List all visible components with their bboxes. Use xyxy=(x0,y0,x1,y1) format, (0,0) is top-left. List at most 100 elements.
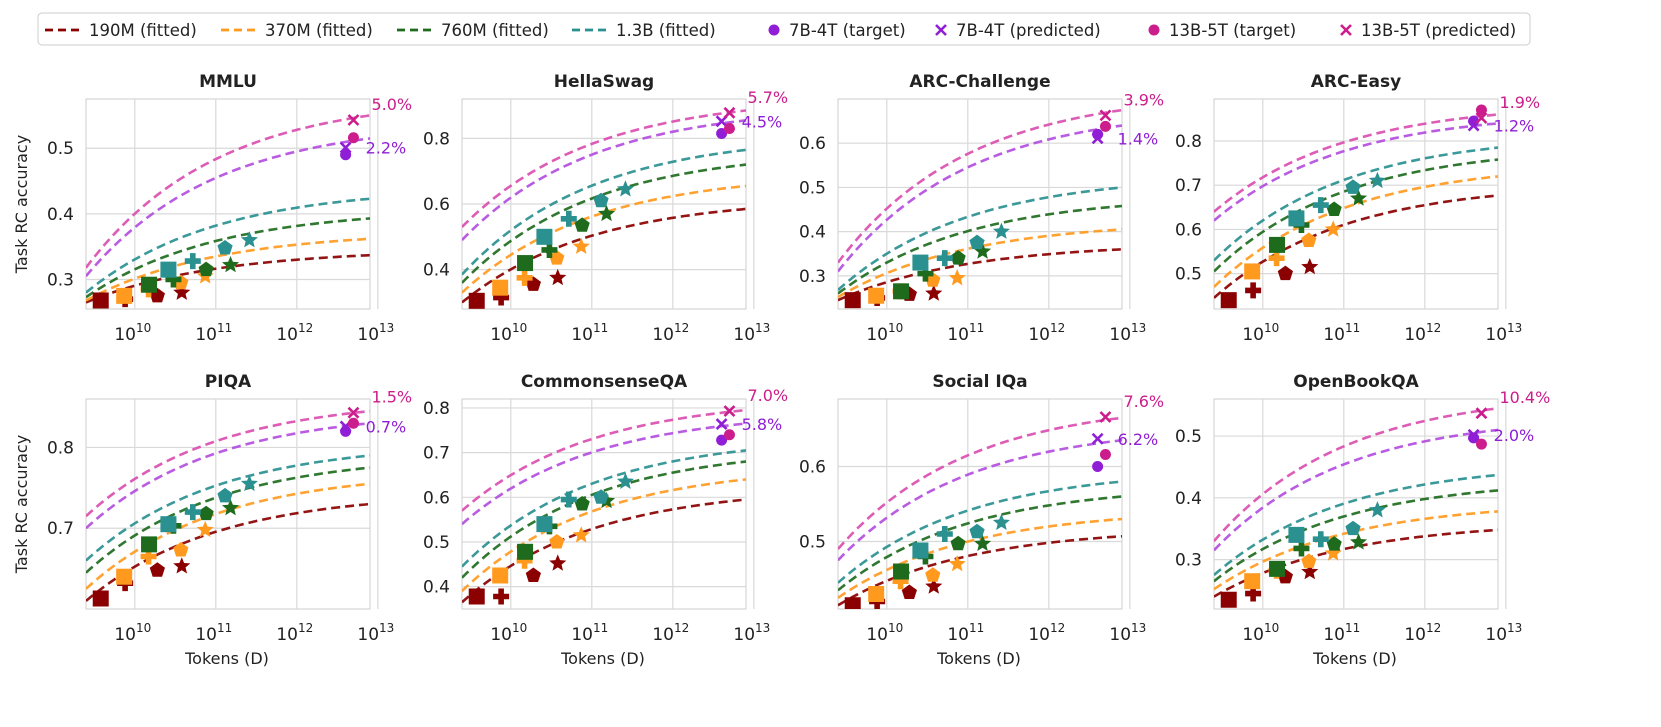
point-370m xyxy=(1244,573,1261,590)
point-760m xyxy=(1293,540,1310,557)
fit-curve-760m xyxy=(1214,489,1498,583)
x-tick-label: 1013 xyxy=(1109,321,1146,345)
point-1.3b xyxy=(616,180,634,197)
x-tick-label: 1012 xyxy=(652,621,689,645)
point-190m xyxy=(549,554,567,571)
legend-swatch xyxy=(1148,24,1160,36)
point-190m xyxy=(1245,585,1262,602)
x-tick-label: 1012 xyxy=(276,621,313,645)
plot-area xyxy=(86,114,370,309)
y-axis-label: Task RC accuracy xyxy=(12,435,31,574)
point-1.3b xyxy=(560,491,577,508)
point-190m xyxy=(1301,258,1319,275)
panel-social-iqa: 1010 1011 1012 1013 0.5 0.6 Social IQa Tokens (… xyxy=(799,372,1164,668)
legend-label: 370M (fitted) xyxy=(265,21,373,40)
y-tick-label: 0.4 xyxy=(47,205,74,225)
point-370m xyxy=(1268,250,1285,267)
fit-curve-7b xyxy=(1214,428,1498,552)
point-1.3b xyxy=(536,516,553,533)
point-1.3b xyxy=(1368,171,1386,189)
point-190m xyxy=(493,588,510,605)
target-13b xyxy=(1099,120,1111,132)
error-label-13b: 1.5% xyxy=(371,388,412,407)
target-13b xyxy=(723,429,735,441)
point-1.3b xyxy=(992,222,1010,239)
fit-curve-370m xyxy=(838,517,1122,599)
point-760m xyxy=(141,276,158,293)
x-axis-label: Tokens (D) xyxy=(184,649,269,668)
x-tick-label: 1013 xyxy=(733,321,770,345)
fit-curve-190m xyxy=(462,498,746,604)
legend-label: 13B-5T (predicted) xyxy=(1361,21,1516,40)
point-1.3b xyxy=(240,231,258,248)
error-label-7b: 6.2% xyxy=(1118,430,1159,449)
point-190m xyxy=(493,289,510,306)
y-tick-label: 0.5 xyxy=(799,533,826,553)
legend: 190M (fitted) 370M (fitted) 760M (fitted) 1… xyxy=(37,12,1531,46)
panel-frame xyxy=(85,398,371,610)
y-tick-label: 0.5 xyxy=(799,178,826,198)
error-label-13b: 1.9% xyxy=(1499,93,1540,112)
fit-curve-7b xyxy=(86,421,370,530)
point-190m xyxy=(92,590,109,607)
error-label-7b: 2.2% xyxy=(366,139,407,158)
x-tick-label: 1013 xyxy=(357,621,394,645)
legend-item-13bt: 13B-5T (target) xyxy=(1148,21,1296,40)
y-tick-label: 0.7 xyxy=(1175,176,1202,196)
fit-curve-190m xyxy=(462,207,746,304)
point-370m xyxy=(1324,220,1342,237)
fit-curve-13b xyxy=(1214,113,1498,213)
x-tick-label: 1013 xyxy=(357,321,394,345)
target-7b xyxy=(1468,432,1480,444)
plot-area xyxy=(1214,407,1498,608)
panel-frame xyxy=(1213,398,1499,610)
error-label-7b: 4.5% xyxy=(742,112,783,131)
y-tick-label: 0.8 xyxy=(47,438,74,458)
point-1.3b xyxy=(1288,210,1305,227)
x-tick-label: 1011 xyxy=(1323,621,1360,645)
x-axis-label: Tokens (D) xyxy=(560,649,645,668)
x-axis-label: Tokens (D) xyxy=(936,649,1021,668)
y-tick-label: 0.4 xyxy=(423,261,450,281)
x-tick-label: 1013 xyxy=(1485,321,1522,345)
legend-swatch xyxy=(768,24,780,36)
point-190m xyxy=(468,292,485,309)
x-tick-label: 1010 xyxy=(1242,321,1279,345)
predicted-13b xyxy=(347,114,360,126)
x-tick-label: 1010 xyxy=(490,621,527,645)
point-760m xyxy=(1269,560,1286,577)
y-tick-label: 0.5 xyxy=(1175,427,1202,447)
panel-title: ARC-Easy xyxy=(1311,72,1401,92)
point-1.3b xyxy=(160,516,177,533)
point-760m xyxy=(1326,536,1342,551)
legend-item-190m: 190M (fitted) xyxy=(45,21,197,40)
error-label-13b: 5.0% xyxy=(371,95,412,114)
point-370m xyxy=(116,287,133,304)
error-label-13b: 7.0% xyxy=(747,386,788,405)
legend-item-13bp: 13B-5T (predicted) xyxy=(1340,21,1516,40)
panel-title: ARC-Challenge xyxy=(909,72,1050,92)
point-370m xyxy=(492,279,509,296)
target-7b xyxy=(1092,461,1104,472)
point-1.3b xyxy=(560,210,577,227)
x-tick-label: 1013 xyxy=(1109,621,1146,645)
point-1.3b xyxy=(536,228,553,245)
target-13b xyxy=(347,132,359,144)
point-1.3b xyxy=(1312,197,1329,214)
point-1.3b xyxy=(593,192,609,208)
point-190m xyxy=(1301,562,1319,580)
point-760m xyxy=(893,563,910,580)
point-370m xyxy=(196,520,214,538)
point-760m xyxy=(165,271,182,288)
x-tick-label: 1012 xyxy=(1404,321,1441,345)
point-760m xyxy=(893,283,910,300)
point-190m xyxy=(1245,282,1262,299)
fit-curve-13b xyxy=(86,114,370,269)
error-label-7b: 5.8% xyxy=(742,415,783,434)
error-label-13b: 7.6% xyxy=(1123,392,1164,411)
point-370m xyxy=(925,567,941,582)
point-760m xyxy=(1349,189,1368,206)
panel-arc-challenge: 1010 1011 1012 1013 0.3 0.4 0.5 0.6 ARC-Challeng… xyxy=(799,72,1164,345)
point-760m xyxy=(221,499,240,516)
y-tick-label: 0.6 xyxy=(423,488,450,508)
